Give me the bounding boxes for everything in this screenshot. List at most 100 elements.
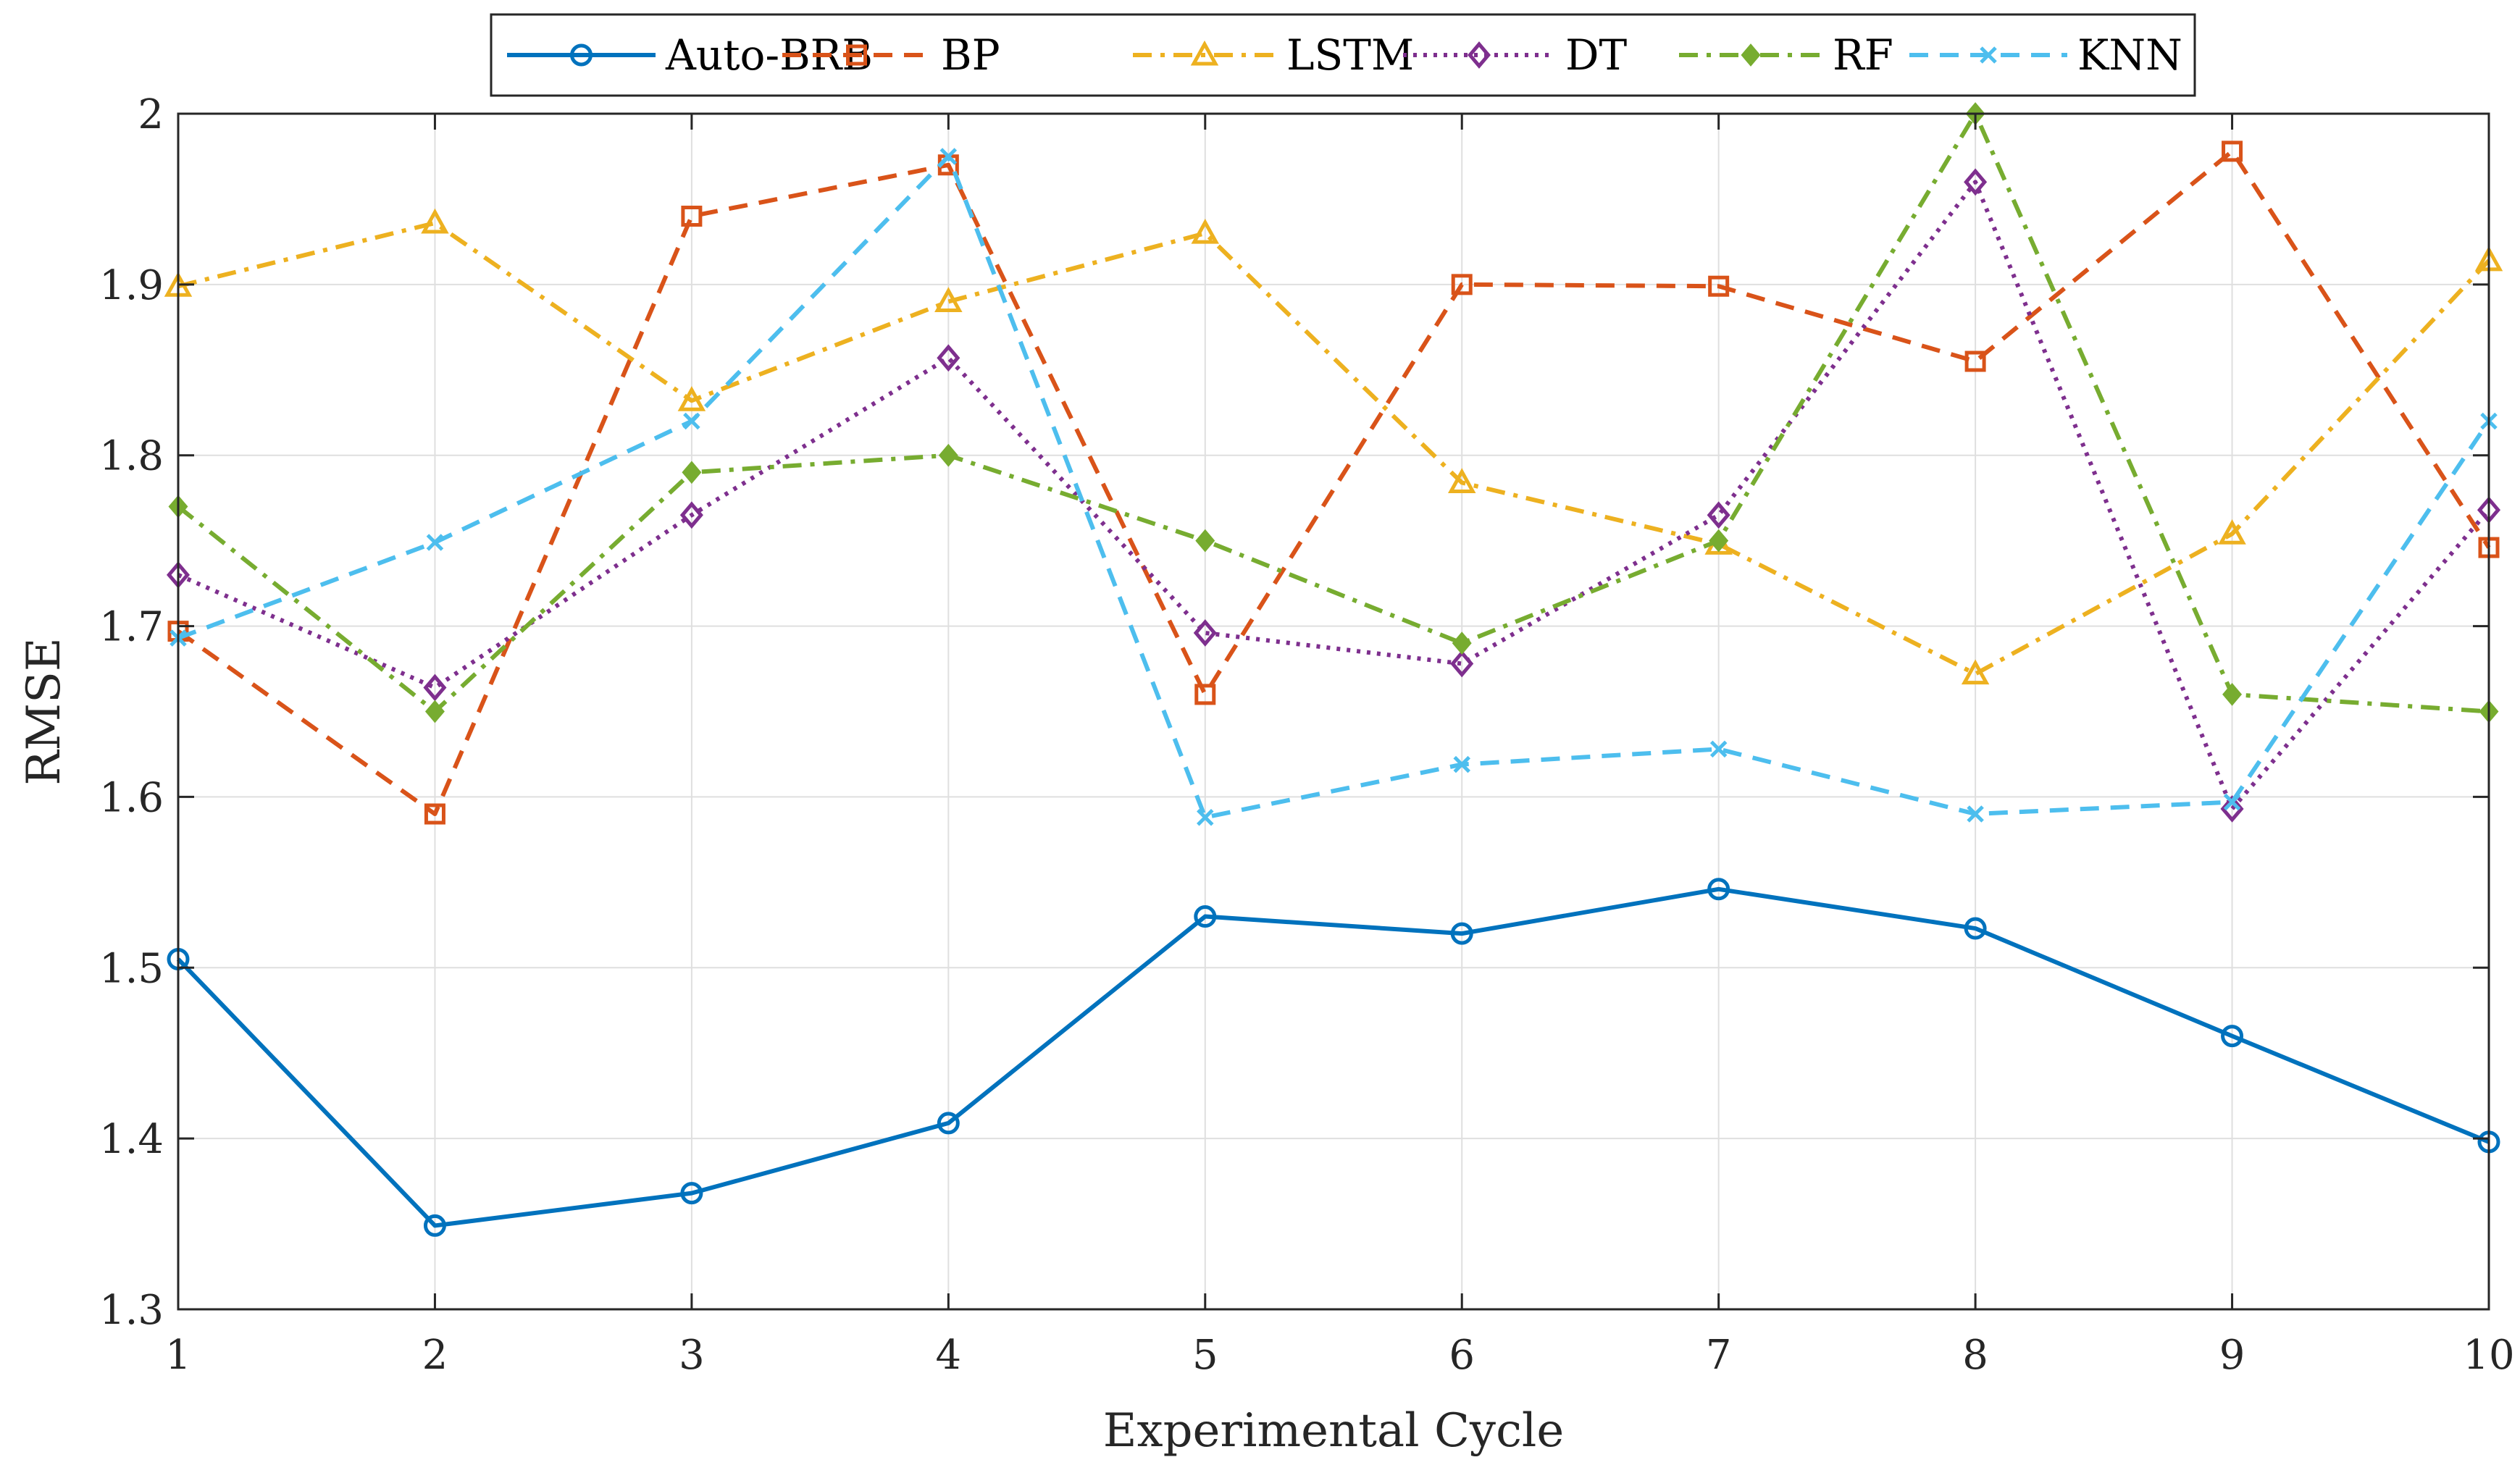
data-point <box>681 206 703 227</box>
series-bp <box>167 140 2500 825</box>
y-tick-label: 1.9 <box>99 262 164 309</box>
x-tick-label: 1 <box>165 1332 191 1379</box>
data-point <box>680 1182 703 1205</box>
legend-label: KNN <box>2077 30 2182 80</box>
plot-frame <box>177 112 2490 1311</box>
legend-label: Auto-BRB <box>665 30 873 80</box>
y-axis-title: RMSE <box>17 637 71 785</box>
data-point <box>1194 684 1216 705</box>
series-line <box>177 180 2491 811</box>
data-point <box>938 443 958 467</box>
plot-border <box>177 112 2490 1311</box>
legend-entry: DT <box>1403 30 1628 80</box>
data-point <box>2220 795 2244 823</box>
legend-label: BP <box>941 30 1000 80</box>
axis-ticks: 1 2 3 4 5 6 7 8 9 10 1.3 1.4 1.5 1.6 1.7 1.8 1.9 2 <box>99 91 2515 1379</box>
data-point <box>2222 683 2243 706</box>
series-lstm <box>164 208 2503 685</box>
legend-marker <box>846 44 867 66</box>
y-tick-label: 1.3 <box>99 1287 164 1334</box>
data-point <box>2221 1025 2244 1048</box>
legend-entry: LSTM <box>1133 30 1414 80</box>
data-point <box>1191 218 1220 244</box>
data-point <box>937 344 960 372</box>
data-point <box>421 208 449 234</box>
x-tick-label: 7 <box>1706 1332 1732 1379</box>
data-point <box>1197 808 1214 826</box>
data-point <box>1964 350 1986 372</box>
data-point <box>1961 659 1990 685</box>
x-tick-label: 6 <box>1449 1332 1475 1379</box>
data-point <box>677 386 706 411</box>
data-point <box>424 700 445 723</box>
data-point <box>2222 140 2243 162</box>
data-point <box>423 673 447 702</box>
data-point <box>682 461 702 484</box>
legend-label: LSTM <box>1286 30 1414 80</box>
data-point <box>939 148 958 165</box>
series-lines <box>164 102 2503 1237</box>
series-line <box>177 220 2491 676</box>
series-line <box>176 886 2490 1228</box>
data-point <box>1450 922 1473 945</box>
x-tick-label: 9 <box>2219 1332 2245 1379</box>
data-point <box>2218 519 2246 545</box>
data-point <box>2223 793 2241 811</box>
legend: Auto-BRB BP LSTM DT RF KNN <box>490 13 2196 97</box>
data-point <box>1964 168 1988 196</box>
legend-label: DT <box>1565 30 1628 80</box>
series-line <box>177 112 2490 714</box>
y-tick-label: 1.4 <box>99 1116 164 1163</box>
legend-marker <box>570 43 593 67</box>
data-point <box>1452 631 1472 655</box>
data-point <box>1709 529 1729 553</box>
y-tick-label: 1.6 <box>99 774 164 821</box>
data-point <box>1447 468 1476 493</box>
y-tick-label: 1.5 <box>99 945 164 992</box>
data-point <box>1707 878 1730 901</box>
x-tick-label: 8 <box>1962 1332 1988 1379</box>
x-tick-label: 3 <box>679 1332 705 1379</box>
y-tick-label: 1.7 <box>99 604 164 651</box>
data-point <box>1193 619 1217 647</box>
x-axis-title: Experimental Cycle <box>1103 1404 1565 1458</box>
data-point <box>1194 905 1217 928</box>
data-point <box>683 412 700 430</box>
x-tick-label: 2 <box>422 1332 448 1379</box>
data-point <box>1708 275 1730 297</box>
series-rf <box>168 102 2499 723</box>
data-point <box>1967 805 1984 823</box>
data-point <box>1709 740 1728 758</box>
legend-label: RF <box>1833 30 1893 80</box>
x-tick-label: 4 <box>936 1332 962 1379</box>
data-point <box>1964 917 1987 940</box>
data-point <box>424 803 445 825</box>
series-line <box>177 154 2491 820</box>
y-tick-label: 2 <box>138 91 164 138</box>
x-tick-label: 5 <box>1192 1332 1218 1379</box>
data-point <box>1707 501 1730 529</box>
y-tick-label: 1.8 <box>99 433 164 480</box>
data-point <box>426 534 444 551</box>
legend-entry: Auto-BRB <box>507 30 873 80</box>
data-point <box>1450 650 1474 678</box>
legend-marker <box>1980 46 1997 64</box>
data-point <box>1453 755 1470 773</box>
series-line <box>177 148 2491 817</box>
data-point <box>1195 529 1215 553</box>
data-point <box>934 287 963 312</box>
legend-marker <box>1190 40 1219 66</box>
data-point <box>937 1112 960 1135</box>
data-point <box>1451 274 1473 295</box>
legend-entry: BP <box>782 30 1000 80</box>
legend-entry: RF <box>1679 30 1893 80</box>
series-dt <box>166 168 2501 823</box>
legend-marker <box>1467 41 1491 69</box>
grid-lines <box>177 113 2490 1310</box>
legend-entry: KNN <box>1909 30 2182 80</box>
legend-marker <box>1741 43 1761 67</box>
data-point <box>423 1214 446 1237</box>
series-auto-brb <box>167 878 2500 1237</box>
data-point <box>679 501 703 529</box>
